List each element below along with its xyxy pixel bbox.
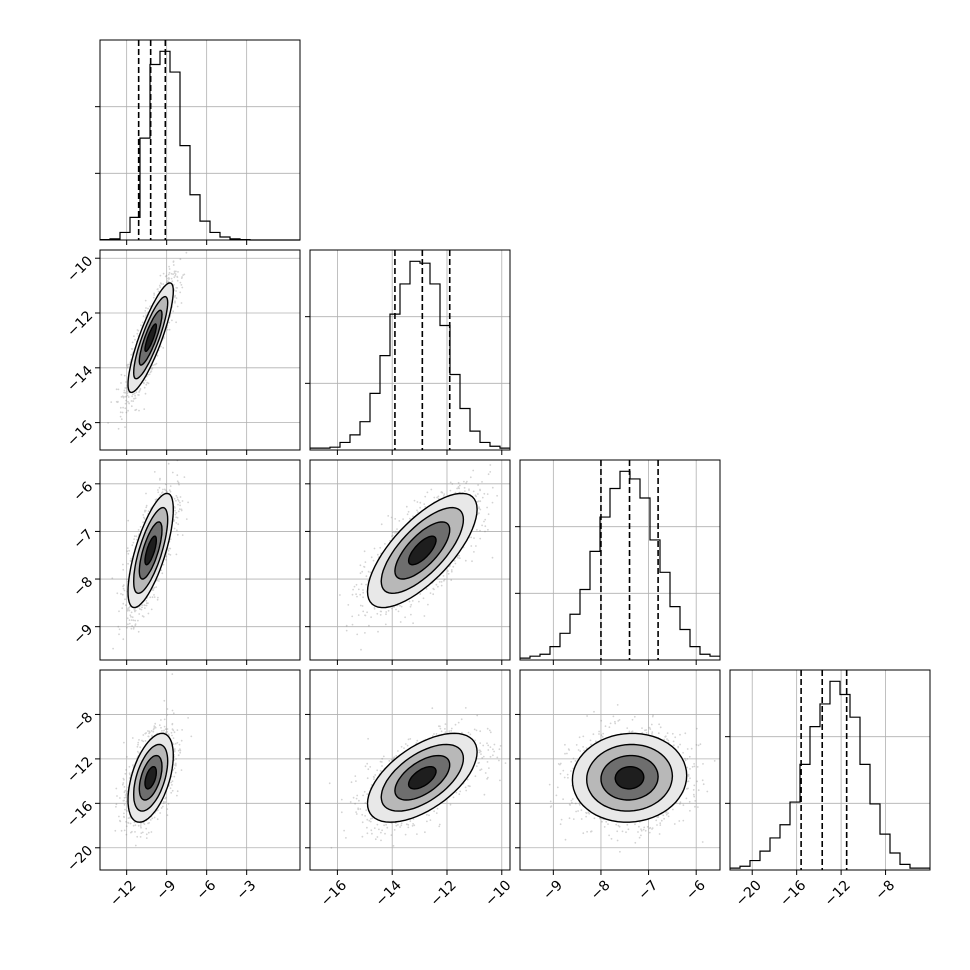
- frame: [99, 669, 301, 871]
- panel-content: [339, 464, 498, 651]
- contour-3: [366, 492, 478, 609]
- hist-panel-4: [725, 669, 931, 875]
- y-tick-label-p2-1: −14: [64, 363, 96, 395]
- frame: [309, 669, 511, 871]
- hist-panel-3: [515, 459, 721, 665]
- y-tick-label-p2-2: −12: [64, 308, 96, 340]
- density-panel-2-1: [95, 249, 301, 455]
- x-tick-label-p1-3: −3: [233, 877, 259, 903]
- x-tick-label-p2-2: −12: [428, 877, 460, 909]
- density-panel-4-2: [305, 669, 511, 875]
- density-fill-3: [615, 766, 644, 789]
- contour-0: [144, 766, 157, 790]
- contour-2: [132, 295, 169, 380]
- contour-0: [144, 323, 157, 353]
- contour-0: [407, 766, 437, 790]
- contour-1: [138, 754, 163, 801]
- x-tick-label-p4-2: −12: [822, 877, 854, 909]
- frame: [519, 669, 721, 871]
- density-panel-4-1: [95, 669, 301, 875]
- contour-0: [407, 535, 437, 566]
- contour-2: [380, 743, 465, 812]
- contour-0: [614, 766, 645, 790]
- contour-0: [144, 535, 157, 566]
- y-tick-label-p3-0: −9: [70, 622, 96, 648]
- hist-3-steps: [520, 470, 720, 659]
- contour-2: [132, 743, 169, 812]
- panel-content: [107, 251, 188, 430]
- density-fill-3: [145, 324, 157, 352]
- y-tick-label-p4-2: −12: [64, 754, 96, 786]
- y-tick-label-p4-0: −20: [64, 843, 96, 875]
- hist-2-steps: [310, 260, 510, 449]
- x-tick-label-p2-1: −14: [373, 877, 405, 909]
- panel-content: [114, 673, 193, 847]
- x-tick-label-p3-0: −9: [540, 877, 566, 903]
- hist-3-frame: [519, 459, 721, 661]
- contour-3: [366, 732, 478, 823]
- contour-2: [380, 506, 465, 595]
- x-tick-label-p3-1: −8: [588, 877, 614, 903]
- hist-panel-1: [95, 39, 301, 245]
- contour-3: [127, 282, 175, 394]
- y-tick-label-p4-1: −16: [64, 798, 96, 830]
- contour-1: [394, 521, 451, 580]
- frame: [99, 459, 301, 661]
- density-panel-3-2: [305, 459, 511, 665]
- x-tick-label-p1-0: −12: [107, 877, 139, 909]
- x-tick-label-p2-3: −10: [482, 877, 514, 909]
- panel-content: [548, 704, 720, 853]
- panel-content: [111, 460, 189, 650]
- y-tick-label-p2-0: −16: [64, 418, 96, 450]
- frame: [99, 249, 301, 451]
- panel-content: [328, 707, 507, 849]
- contour-3: [571, 732, 688, 823]
- x-tick-label-p4-1: −16: [777, 877, 809, 909]
- density-panel-4-3: [515, 669, 721, 875]
- contour-1: [394, 754, 451, 801]
- contour-3: [127, 492, 175, 609]
- x-tick-label-p3-3: −6: [683, 877, 709, 903]
- density-fill-3: [145, 536, 157, 565]
- density-panel-3-1: [95, 459, 301, 665]
- hist-1-frame: [99, 39, 301, 241]
- y-tick-label-p3-2: −7: [70, 526, 96, 552]
- x-tick-label-p4-0: −20: [733, 877, 765, 909]
- frame: [309, 459, 511, 661]
- y-tick-label-p4-3: −8: [70, 709, 96, 735]
- hist-4-frame: [729, 669, 931, 871]
- hist-4-steps: [730, 680, 930, 869]
- hist-2-frame: [309, 249, 511, 451]
- y-tick-label-p3-3: −6: [70, 479, 96, 505]
- contour-2: [132, 506, 169, 595]
- y-tick-label-p2-3: −10: [64, 253, 96, 285]
- hist-panel-2: [305, 249, 511, 455]
- y-tick-label-p3-1: −8: [70, 574, 96, 600]
- density-fill-3: [408, 766, 436, 789]
- contour-2: [585, 743, 674, 812]
- x-tick-label-p1-2: −6: [193, 877, 219, 903]
- x-tick-label-p1-1: −9: [153, 877, 179, 903]
- x-tick-label-p4-3: −8: [872, 877, 898, 903]
- contour-1: [138, 309, 163, 366]
- contour-3: [127, 732, 175, 823]
- contour-1: [138, 521, 163, 580]
- density-fill-3: [408, 536, 436, 565]
- hist-1-steps: [100, 50, 300, 241]
- contour-1: [600, 754, 659, 801]
- x-tick-label-p3-2: −7: [635, 877, 661, 903]
- x-tick-label-p2-0: −16: [318, 877, 350, 909]
